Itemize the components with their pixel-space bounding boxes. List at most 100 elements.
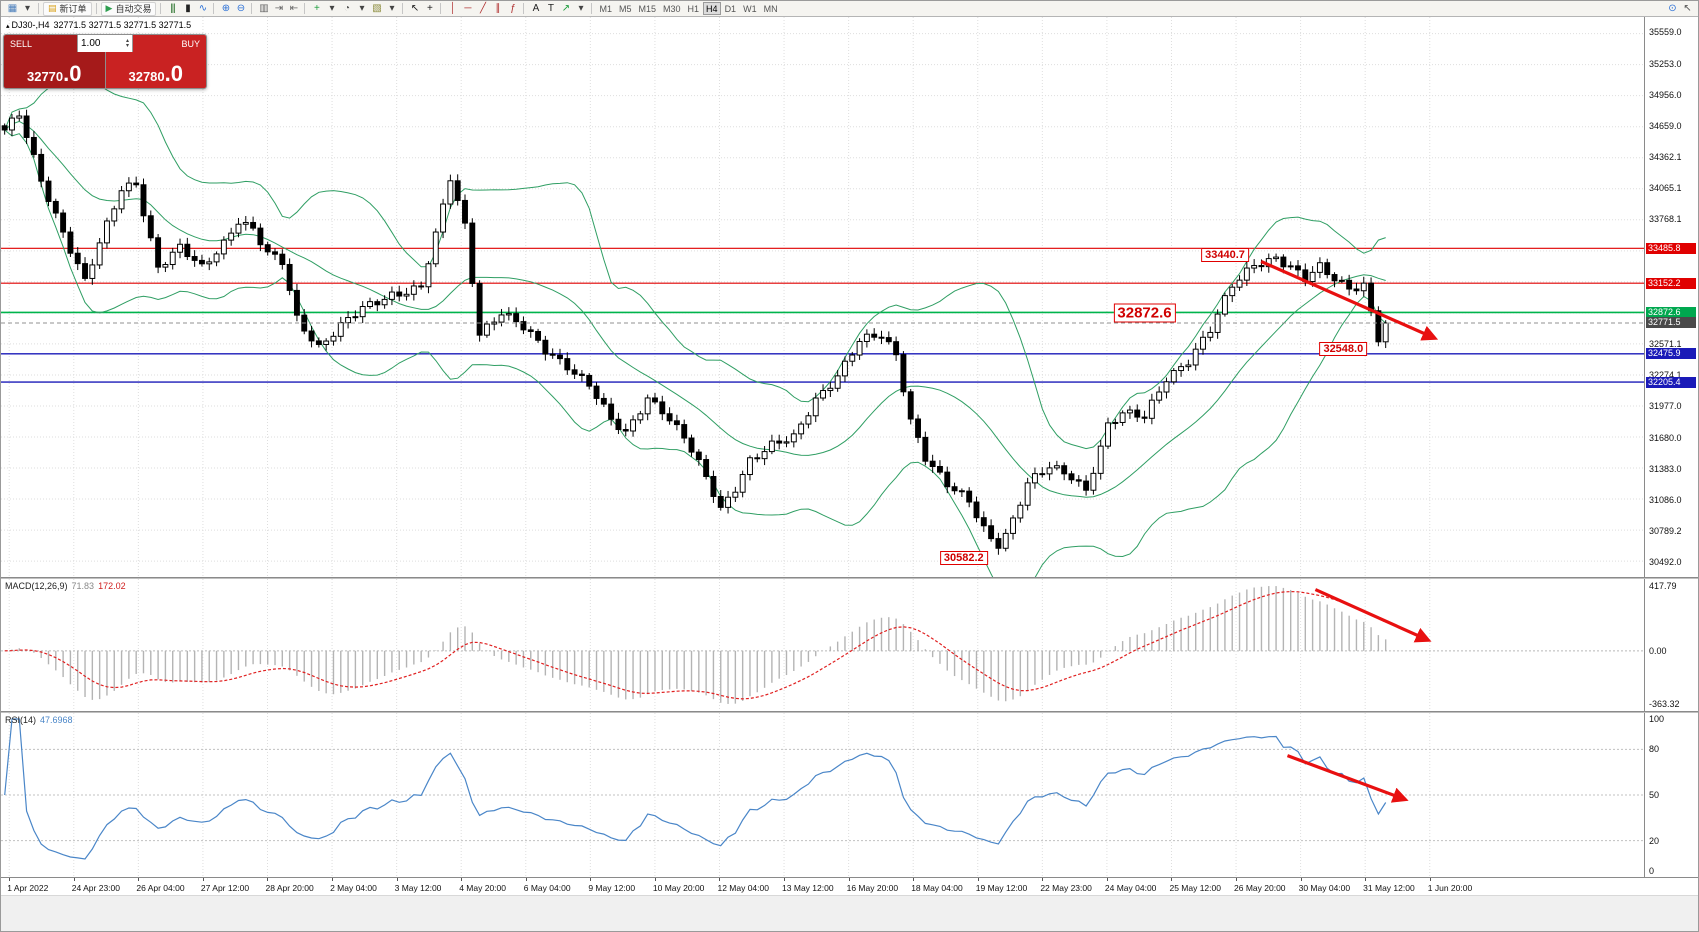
toolbar-separator: [591, 3, 593, 14]
candles: [1, 109, 1389, 555]
axis-tick-label: 0.00: [1649, 645, 1667, 656]
auto-trading-button[interactable]: ▶ 自动交易: [100, 1, 157, 16]
pane-separator[interactable]: [1, 577, 1698, 579]
trendline-icon[interactable]: ╱: [479, 2, 486, 14]
price-level-badge-green: 32872.6: [1646, 306, 1696, 318]
time-axis-tick: [202, 878, 204, 881]
axis-tick-label: 31977.0: [1649, 401, 1682, 412]
macd-axis[interactable]: 417.79 0.00 -363.32: [1644, 579, 1698, 711]
zoom-out-icon[interactable]: ⊖: [236, 2, 245, 14]
vertical-line-icon[interactable]: │: [449, 2, 456, 14]
line-chart-icon[interactable]: ∿: [198, 2, 207, 14]
rsi-label: RSI(14) 47.6968: [5, 715, 73, 725]
search-icon[interactable]: ⊙: [1668, 2, 1676, 14]
rsi-plot[interactable]: RSI(14) 47.6968: [1, 713, 1644, 877]
volume-down-icon[interactable]: ▾: [125, 42, 129, 49]
timeframe-w1[interactable]: W1: [743, 4, 757, 14]
timeframe-mn[interactable]: MN: [763, 4, 778, 14]
price-annotation[interactable]: 32872.6: [1113, 303, 1176, 323]
equidistant-channel-icon[interactable]: ∥: [495, 2, 500, 14]
time-axis-label: 28 Apr 20:00: [265, 883, 314, 893]
templates-caret-icon[interactable]: ▾: [389, 2, 394, 14]
time-axis[interactable]: 1 Apr 2022 24 Apr 23:00 26 Apr 04:00 27 Apr…: [1, 877, 1698, 895]
axis-tick-label: 30789.2: [1649, 525, 1682, 536]
periods-caret-icon[interactable]: ▾: [359, 2, 364, 14]
text-icon[interactable]: A: [532, 2, 540, 14]
buy-button-label: BUY: [181, 38, 200, 49]
arrows-tool-icon[interactable]: ↗: [561, 2, 570, 14]
sell-button[interactable]: SELL: [4, 35, 77, 52]
new-order-button-label: 新订单: [59, 4, 87, 14]
time-axis-tick: [1300, 878, 1302, 881]
time-axis-tick: [1236, 878, 1238, 881]
timeframe-m30[interactable]: M30: [663, 4, 681, 14]
timeframe-h4[interactable]: H4: [703, 2, 721, 15]
volume-spinner[interactable]: ▴ ▾: [125, 37, 129, 49]
candlestick-chart-svg[interactable]: [1, 17, 1644, 577]
timeframe-d1[interactable]: D1: [724, 4, 737, 14]
price-annotation[interactable]: 30582.2: [939, 551, 988, 566]
text-label-icon[interactable]: T: [547, 2, 554, 14]
crosshair-icon[interactable]: +: [427, 2, 433, 14]
bar-chart-icon[interactable]: |||: [170, 2, 176, 14]
chart-window-icon[interactable]: ▦: [7, 2, 17, 14]
time-axis-tick: [461, 878, 463, 881]
price-annotation[interactable]: 32548.0: [1319, 342, 1368, 357]
timeframe-m15[interactable]: M15: [638, 4, 657, 14]
horizontal-line-icon[interactable]: ─: [464, 2, 471, 14]
templates-icon[interactable]: ▧: [372, 2, 381, 14]
trend-arrow[interactable]: [1286, 754, 1409, 803]
fibonacci-icon[interactable]: ƒ: [510, 2, 516, 14]
periods-icon[interactable]: ◔: [343, 2, 350, 14]
cursor-icon[interactable]: ↖: [410, 2, 419, 14]
axis-tick-label: 32274.1: [1649, 370, 1682, 381]
time-axis-tick: [848, 878, 850, 881]
volume-up-icon[interactable]: ▴: [125, 37, 129, 44]
sell-price[interactable]: 32770.0: [4, 52, 105, 88]
macd-label: MACD(12,26,9) 71.83 172.02: [5, 581, 126, 591]
tile-windows-icon[interactable]: ▥: [259, 2, 268, 14]
indicators-icon[interactable]: +: [314, 2, 320, 14]
time-axis-tick: [784, 878, 786, 881]
price-axis[interactable]: 35559.0 35253.0 34956.0 34659.0 34362.1 34065…: [1644, 17, 1698, 577]
rsi-axis[interactable]: 100 80 50 20 0: [1644, 713, 1698, 877]
arrows-caret-icon[interactable]: ▾: [578, 2, 583, 14]
volume-input[interactable]: 1.00 ▴ ▾: [77, 35, 133, 52]
buy-button[interactable]: BUY: [133, 35, 206, 52]
symbol-ohlc: 32771.5 32771.5 32771.5 32771.5: [53, 20, 192, 30]
price-chart-plot[interactable]: ▴ DJ30-,H4 32771.5 32771.5 32771.5 32771.5…: [1, 17, 1644, 577]
macd-chart-svg[interactable]: [1, 579, 1644, 711]
new-order-button[interactable]: ▤ 新订单: [43, 1, 92, 16]
price-annotation[interactable]: 33440.7: [1201, 248, 1249, 263]
zoom-in-icon[interactable]: ⊕: [221, 2, 230, 14]
time-axis-label: 16 May 20:00: [846, 883, 899, 893]
axis-tick-label: 35559.0: [1649, 27, 1682, 38]
price-level-badge-blue: 32205.4: [1646, 376, 1696, 388]
time-axis-tick: [913, 878, 915, 881]
toolbar-separator: [251, 3, 253, 14]
timeframe-m1[interactable]: M1: [599, 4, 612, 14]
rsi-pane: RSI(14) 47.6968 100 80 50 20 0: [1, 713, 1698, 877]
chart-shift-icon[interactable]: ⇤: [289, 2, 298, 14]
axis-tick-label: 35253.0: [1649, 59, 1682, 70]
candlestick-chart-icon[interactable]: ▮: [185, 2, 191, 14]
rsi-name: RSI(14): [5, 715, 37, 725]
trend-arrow[interactable]: [1314, 588, 1432, 643]
macd-histogram: [11, 586, 1387, 704]
pane-separator[interactable]: [1, 711, 1698, 713]
auto-trading-button-label: 自动交易: [115, 4, 152, 14]
auto-scroll-icon[interactable]: ⇥: [274, 2, 283, 14]
timeframe-m5[interactable]: M5: [618, 4, 632, 14]
macd-plot[interactable]: MACD(12,26,9) 71.83 172.02: [1, 579, 1644, 711]
timeframe-h1[interactable]: H1: [687, 4, 700, 14]
pointer-icon[interactable]: ↖: [1683, 2, 1691, 14]
time-axis-label: 26 Apr 04:00: [136, 883, 185, 893]
time-axis-label: 25 May 12:00: [1169, 883, 1221, 893]
buy-price[interactable]: 32780.0: [105, 52, 206, 88]
window-caret-icon[interactable]: ▾: [24, 2, 30, 14]
rsi-chart-svg[interactable]: [1, 713, 1644, 877]
time-axis-label: 13 May 12:00: [782, 883, 834, 893]
trend-arrow[interactable]: [1260, 260, 1439, 341]
indicators-caret-icon[interactable]: ▾: [329, 2, 334, 14]
